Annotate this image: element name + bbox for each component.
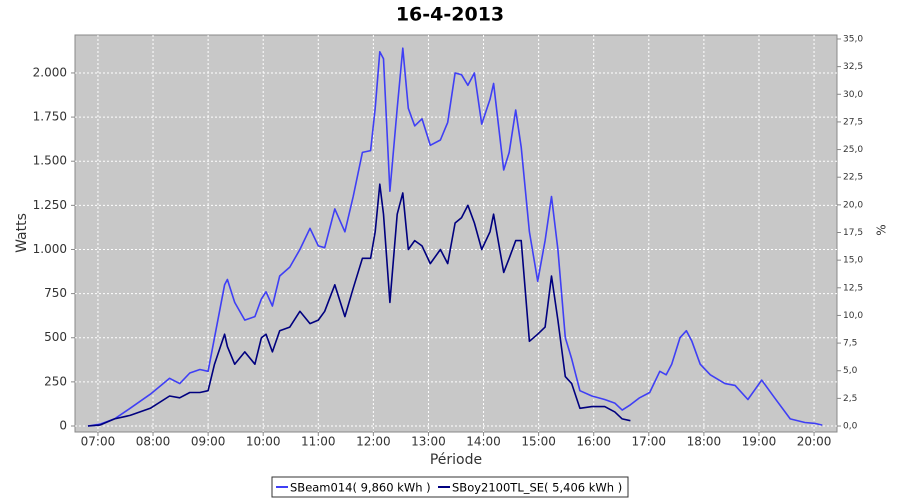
- series-line: [87, 183, 631, 427]
- chart-title: 16-4-2013: [396, 4, 504, 26]
- y-tick-label: 2.000: [33, 65, 67, 79]
- legend-label: SBeam014( 9,860 kWh ): [290, 481, 431, 495]
- y2-tick-label: 22,5: [843, 173, 863, 183]
- x-tick-label: 13:00: [411, 435, 446, 449]
- x-axis-label: Période: [430, 452, 482, 468]
- x-tick-label: 14:00: [466, 435, 501, 449]
- y-tick-label: 1.750: [33, 110, 67, 124]
- x-tick-label: 17:00: [631, 435, 666, 449]
- y-tick-label: 250: [44, 374, 67, 388]
- x-tick-label: 19:00: [742, 435, 777, 449]
- y2-tick-label: 0,0: [843, 422, 858, 432]
- legend-label: SBoy2100TL_SE( 5,406 kWh ): [452, 481, 622, 495]
- plot-area: [74, 34, 838, 433]
- y2-tick-label: 2,5: [843, 394, 857, 404]
- y2-tick-label: 12,5: [843, 283, 863, 293]
- x-tick-label: 07:00: [81, 435, 116, 449]
- y2-tick-label: 17,5: [843, 228, 863, 238]
- x-tick-label: 12:00: [356, 435, 391, 449]
- y2-axis-label: %: [875, 224, 889, 235]
- x-tick-label: 08:00: [136, 435, 171, 449]
- x-tick-label: 20:00: [797, 435, 832, 449]
- y2-tick-label: 5,0: [843, 366, 858, 376]
- y-tick-label: 0: [59, 418, 67, 432]
- series-line: [87, 47, 823, 427]
- y2-tick-label: 25,0: [843, 145, 863, 155]
- y2-tick-label: 35,0: [843, 34, 863, 44]
- x-tick-label: 16:00: [576, 435, 611, 449]
- y2-tick-label: 15,0: [843, 256, 863, 266]
- y-tick-label: 750: [44, 286, 67, 300]
- x-tick-label: 10:00: [246, 435, 281, 449]
- y2-tick-label: 30,0: [843, 90, 863, 100]
- y2-tick-label: 20,0: [843, 200, 863, 210]
- x-tick-label: 09:00: [191, 435, 226, 449]
- x-tick-label: 11:00: [301, 435, 336, 449]
- y-tick-label: 1.500: [33, 154, 67, 168]
- y2-tick-label: 27,5: [843, 117, 863, 127]
- y2-tick-label: 7,5: [843, 339, 857, 349]
- y-axis-label: Watts: [14, 213, 30, 253]
- y-tick-label: 500: [44, 330, 67, 344]
- y-tick-label: 1.250: [33, 198, 67, 212]
- y2-tick-label: 32,5: [843, 62, 863, 72]
- y2-tick-label: 10,0: [843, 311, 863, 321]
- x-tick-label: 18:00: [687, 435, 722, 449]
- y-tick-label: 1.000: [33, 242, 67, 256]
- x-tick-label: 15:00: [521, 435, 556, 449]
